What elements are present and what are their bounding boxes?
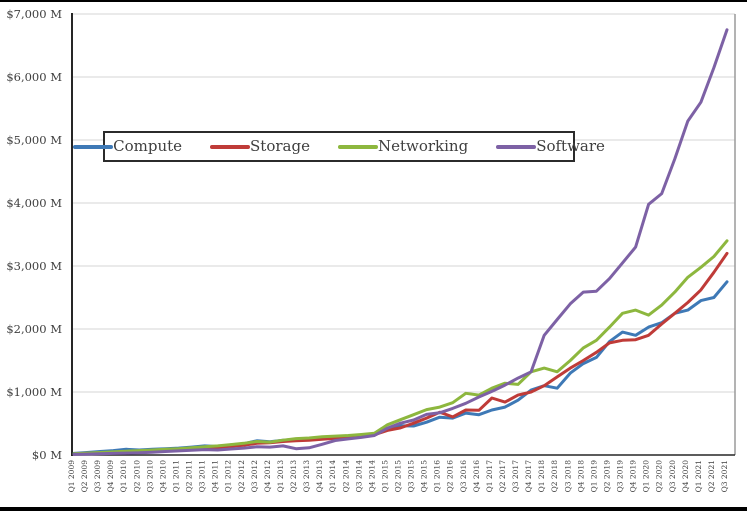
series-line-software [72,28,729,456]
legend-item-software: Software [496,139,605,154]
x-tick-label: Q3 2018 [563,460,572,493]
gridlines [72,13,736,455]
x-tick-label: Q2 2012 [237,460,246,493]
x-tick-label: Q2 2009 [80,460,89,493]
y-tick-label: $5,000 M [6,133,62,147]
y-tick-label: $4,000 M [6,196,62,210]
bottom-border-line [0,507,747,511]
data-series-lines [72,28,729,456]
x-tick-label: Q3 2021 [720,460,729,492]
y-tick-label: $0 M [32,448,62,462]
x-tick-label: Q4 2012 [263,460,272,493]
y-tick-label: $7,000 M [6,7,62,21]
x-tick-label: Q3 2012 [250,460,259,493]
legend-label-compute: Compute [113,137,183,155]
x-tick-label: Q2 2015 [394,460,403,493]
legend-item-storage: Storage [210,139,310,154]
x-tick-label: Q4 2020 [681,460,690,493]
x-tick-label: Q1 2011 [171,460,180,492]
x-tick-label: Q3 2019 [616,460,625,493]
x-tick-label: Q2 2010 [132,460,141,493]
chart-legend: Compute Storage Networking Software [73,131,605,162]
x-tick-label: Q2 2013 [289,460,298,493]
x-tick-label: Q4 2014 [367,460,376,493]
x-tick-label: Q2 2019 [602,460,611,493]
x-axis-labels: Q1 2009 Q2 2009 Q3 2009 Q4 2009 Q1 2010 Q2 20… [67,460,729,493]
series-line-networking [72,239,729,456]
x-tick-label: Q1 2018 [537,460,546,493]
x-tick-label: Q3 2010 [145,460,154,493]
legend-label-storage: Storage [250,137,310,155]
legend-label-networking: Networking [377,137,469,155]
y-tick-label: $6,000 M [6,70,62,84]
x-tick-label: Q4 2010 [158,460,167,493]
x-tick-label: Q2 2016 [446,460,455,493]
legend-label-software: Software [536,137,605,155]
x-tick-label: Q2 2017 [498,460,507,493]
x-tick-label: Q1 2014 [328,460,337,493]
axes [71,13,735,456]
x-tick-label: Q1 2010 [119,460,128,493]
x-tick-label: Q4 2017 [524,460,533,493]
x-tick-label: Q4 2009 [106,460,115,493]
x-tick-label: Q3 2017 [511,460,520,493]
legend-item-networking: Networking [337,137,469,155]
x-tick-label: Q1 2012 [224,460,233,493]
x-tick-label: Q2 2020 [655,460,664,493]
compute-line-swatch [73,144,114,149]
x-tick-label: Q3 2009 [93,460,102,493]
x-tick-label: Q3 2015 [407,460,416,493]
storage-line-swatch [210,144,251,149]
y-tick-label: $3,000 M [6,259,62,273]
x-tick-label: Q1 2013 [276,460,285,493]
x-tick-label: Q4 2015 [420,460,429,493]
x-tick-label: Q1 2016 [433,460,442,493]
x-tick-label: Q1 2017 [485,460,494,493]
x-tick-label: Q1 2009 [67,460,76,493]
legend-item-compute: Compute [73,139,182,154]
software-line-swatch [496,144,537,149]
x-tick-label: Q3 2014 [354,460,363,493]
x-tick-label: Q2 2014 [341,460,350,493]
x-tick-label: Q4 2018 [576,460,585,493]
x-tick-label: Q3 2011 [198,460,207,492]
x-tick-label: Q1 2021 [694,460,703,492]
x-tick-label: Q4 2016 [472,460,481,493]
x-tick-label: Q2 2021 [707,460,716,492]
networking-line-swatch [337,144,378,149]
x-tick-label: Q3 2020 [668,460,677,493]
x-tick-label: Q2 2018 [550,460,559,493]
x-tick-label: Q1 2015 [380,460,389,493]
x-tick-label: Q2 2011 [185,460,194,492]
y-tick-label: $2,000 M [6,322,62,336]
y-axis-labels: $7,000 M $6,000 M $5,000 M $4,000 M $3,000 M… [6,7,62,462]
x-tick-label: Q1 2020 [642,460,651,493]
x-tick-label: Q4 2019 [629,460,638,493]
x-tick-label: Q4 2013 [315,460,324,493]
top-border-line [0,0,747,2]
x-tick-label: Q1 2019 [589,460,598,493]
x-tick-label: Q3 2016 [459,460,468,493]
x-tick-label: Q4 2011 [211,460,220,492]
x-tick-label: Q3 2013 [302,460,311,493]
y-tick-label: $1,000 M [6,385,62,399]
